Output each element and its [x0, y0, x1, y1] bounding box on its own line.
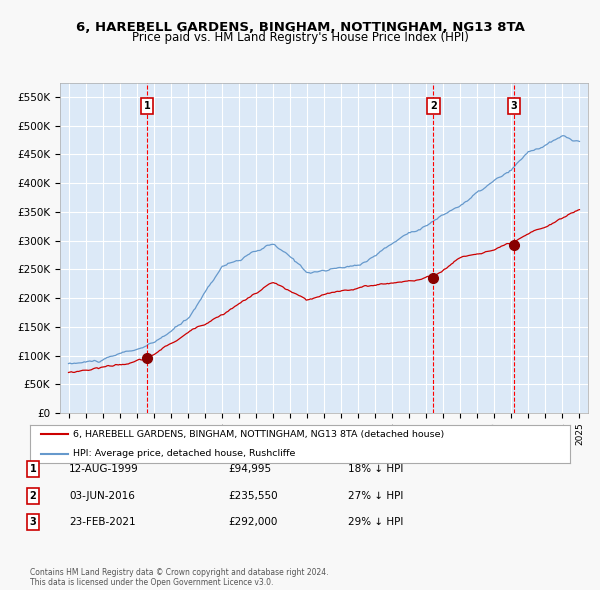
Text: HPI: Average price, detached house, Rushcliffe: HPI: Average price, detached house, Rush…: [73, 449, 296, 458]
Text: 29% ↓ HPI: 29% ↓ HPI: [348, 517, 403, 527]
Text: 12-AUG-1999: 12-AUG-1999: [69, 464, 139, 474]
Text: 03-JUN-2016: 03-JUN-2016: [69, 491, 135, 500]
Text: 1: 1: [29, 464, 37, 474]
Text: 27% ↓ HPI: 27% ↓ HPI: [348, 491, 403, 500]
Text: 2: 2: [29, 491, 37, 500]
Text: 2: 2: [430, 101, 437, 111]
Text: £235,550: £235,550: [228, 491, 278, 500]
Text: Contains HM Land Registry data © Crown copyright and database right 2024.
This d: Contains HM Land Registry data © Crown c…: [30, 568, 329, 587]
Text: 18% ↓ HPI: 18% ↓ HPI: [348, 464, 403, 474]
Text: 3: 3: [511, 101, 517, 111]
Text: 23-FEB-2021: 23-FEB-2021: [69, 517, 136, 527]
Text: £292,000: £292,000: [228, 517, 277, 527]
Text: 3: 3: [29, 517, 37, 527]
Text: 1: 1: [143, 101, 151, 111]
Text: £94,995: £94,995: [228, 464, 271, 474]
Text: 6, HAREBELL GARDENS, BINGHAM, NOTTINGHAM, NG13 8TA: 6, HAREBELL GARDENS, BINGHAM, NOTTINGHAM…: [76, 21, 524, 34]
Text: 6, HAREBELL GARDENS, BINGHAM, NOTTINGHAM, NG13 8TA (detached house): 6, HAREBELL GARDENS, BINGHAM, NOTTINGHAM…: [73, 430, 445, 439]
Text: Price paid vs. HM Land Registry's House Price Index (HPI): Price paid vs. HM Land Registry's House …: [131, 31, 469, 44]
